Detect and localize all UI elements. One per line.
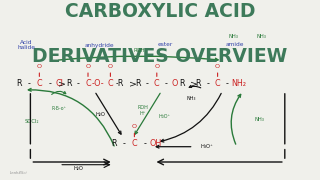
Text: H₂O: H₂O bbox=[74, 166, 83, 171]
Text: Leah4Sci: Leah4Sci bbox=[10, 171, 27, 175]
Text: C: C bbox=[215, 79, 220, 88]
FancyArrowPatch shape bbox=[189, 86, 201, 88]
Text: -: - bbox=[165, 79, 168, 88]
Text: NH₃: NH₃ bbox=[257, 33, 267, 39]
Text: NH₃: NH₃ bbox=[229, 33, 238, 39]
Text: O: O bbox=[154, 64, 159, 69]
Text: Acid
halide: Acid halide bbox=[17, 40, 35, 50]
Text: -: - bbox=[123, 140, 125, 148]
Text: C: C bbox=[85, 79, 91, 88]
Text: -O-: -O- bbox=[91, 79, 104, 88]
Text: R: R bbox=[16, 79, 21, 88]
Text: NH₃: NH₃ bbox=[187, 96, 196, 101]
Text: NH₂: NH₂ bbox=[231, 79, 246, 88]
Text: O: O bbox=[108, 64, 113, 69]
Text: amide: amide bbox=[226, 42, 244, 48]
Text: -: - bbox=[48, 79, 51, 88]
Text: O: O bbox=[132, 124, 137, 129]
Text: -: - bbox=[207, 79, 209, 88]
Text: R: R bbox=[111, 140, 116, 148]
Text: C: C bbox=[132, 140, 137, 148]
Text: O: O bbox=[85, 64, 91, 69]
Text: R: R bbox=[196, 79, 201, 88]
FancyArrowPatch shape bbox=[59, 56, 218, 61]
Text: DERIVATIVES OVERVIEW: DERIVATIVES OVERVIEW bbox=[32, 47, 288, 66]
FancyArrowPatch shape bbox=[231, 94, 241, 144]
Text: -: - bbox=[226, 79, 228, 88]
Text: H₂O: H₂O bbox=[96, 112, 106, 117]
Text: ester: ester bbox=[157, 42, 172, 48]
FancyArrowPatch shape bbox=[52, 91, 66, 95]
Text: R: R bbox=[179, 79, 185, 88]
Text: H₃O⁺: H₃O⁺ bbox=[200, 144, 213, 149]
Text: O: O bbox=[215, 64, 220, 69]
Text: O: O bbox=[37, 64, 42, 69]
Text: NH₃: NH₃ bbox=[254, 117, 264, 122]
Text: OH: OH bbox=[149, 140, 161, 148]
Text: >: > bbox=[129, 79, 137, 88]
Text: R-Б-o⁺: R-Б-o⁺ bbox=[52, 105, 67, 111]
Text: -R: -R bbox=[116, 79, 124, 88]
FancyArrowPatch shape bbox=[96, 93, 121, 134]
Text: ROH
H⁺: ROH H⁺ bbox=[138, 105, 148, 116]
Text: C: C bbox=[36, 79, 42, 88]
Text: anhydride: anhydride bbox=[84, 42, 114, 48]
Text: SOCl₂: SOCl₂ bbox=[25, 119, 39, 124]
Text: ROH: ROH bbox=[133, 48, 145, 53]
Text: -: - bbox=[77, 79, 80, 88]
Text: H₃O⁺: H₃O⁺ bbox=[159, 114, 171, 119]
Text: >: > bbox=[59, 79, 67, 88]
Text: C: C bbox=[154, 79, 160, 88]
Text: O: O bbox=[171, 79, 178, 88]
Text: -: - bbox=[28, 79, 30, 88]
Text: C: C bbox=[108, 79, 113, 88]
FancyArrowPatch shape bbox=[135, 93, 160, 134]
Text: >: > bbox=[189, 79, 198, 88]
FancyArrowPatch shape bbox=[161, 93, 221, 142]
FancyArrowPatch shape bbox=[156, 145, 191, 148]
FancyArrowPatch shape bbox=[28, 88, 114, 146]
Text: Cl: Cl bbox=[56, 79, 63, 88]
Text: CARBOXYLIC ACID: CARBOXYLIC ACID bbox=[65, 2, 255, 21]
Text: R: R bbox=[135, 79, 140, 88]
Text: -: - bbox=[146, 79, 148, 88]
Text: -: - bbox=[143, 140, 146, 148]
Text: R: R bbox=[66, 79, 72, 88]
